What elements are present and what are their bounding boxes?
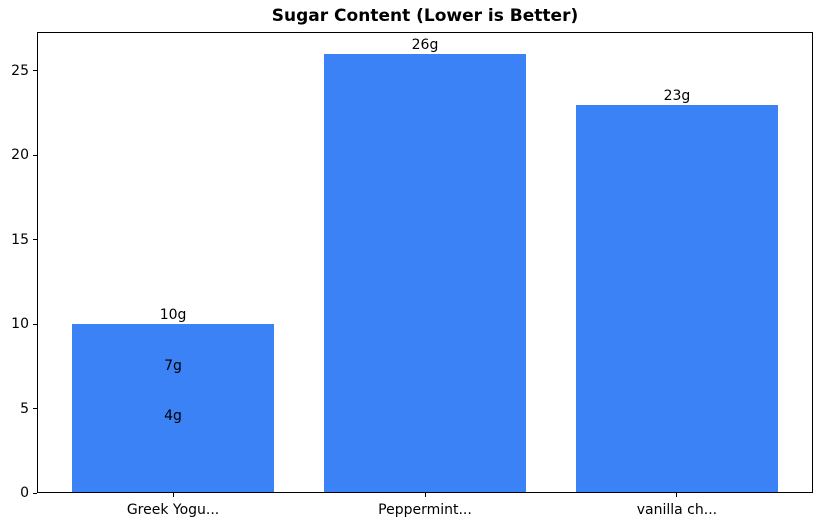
y-tick-label: 0 xyxy=(20,485,29,501)
bar xyxy=(576,104,778,492)
x-tick-mark xyxy=(676,493,678,497)
y-tick-mark xyxy=(33,239,37,241)
bar-value-label: 10g xyxy=(159,307,187,324)
bar-value-label: 26g xyxy=(411,36,439,53)
bar-value-label: 4g xyxy=(164,408,182,425)
x-tick-label: Greek Yogu... xyxy=(126,502,220,518)
x-tick-mark xyxy=(172,493,174,497)
y-tick-mark xyxy=(33,70,37,72)
bar-value-label: 23g xyxy=(663,87,691,104)
y-tick-label: 10 xyxy=(11,316,29,333)
chart-title: Sugar Content (Lower is Better) xyxy=(271,6,579,26)
y-tick-label: 15 xyxy=(11,231,29,248)
y-tick-label: 20 xyxy=(11,147,29,164)
y-tick-label: 25 xyxy=(11,62,29,79)
y-tick-label: 5 xyxy=(20,400,29,417)
y-tick-mark xyxy=(33,492,37,494)
y-tick-mark xyxy=(33,408,37,410)
bar xyxy=(324,53,526,492)
x-tick-label: Peppermint... xyxy=(378,502,472,518)
y-tick-mark xyxy=(33,323,37,325)
x-tick-mark xyxy=(424,493,426,497)
bar xyxy=(72,425,274,492)
bar-value-label: 7g xyxy=(164,357,182,374)
x-tick-label: vanilla ch... xyxy=(636,502,718,518)
plot-area xyxy=(37,32,813,493)
y-tick-mark xyxy=(33,154,37,156)
